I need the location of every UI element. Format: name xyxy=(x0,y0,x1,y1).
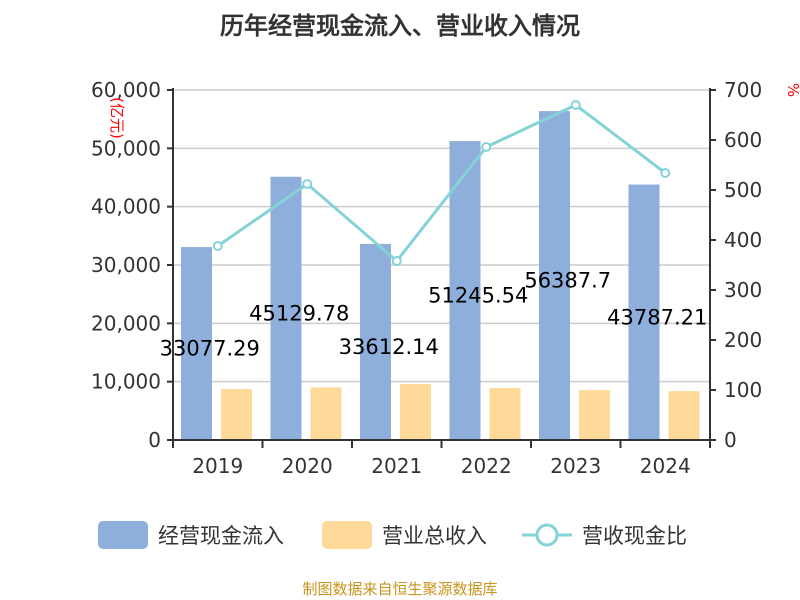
x-tick-label: 2019 xyxy=(192,454,243,478)
bar-revenue xyxy=(489,388,521,440)
legend-swatch xyxy=(98,521,148,549)
x-tick-label: 2023 xyxy=(550,454,601,478)
ratio-point xyxy=(570,100,581,110)
bar-data-label: 33077.29 xyxy=(160,337,260,361)
ratio-point xyxy=(481,142,492,152)
ratio-point xyxy=(391,256,402,266)
right-tick-label: 200 xyxy=(724,328,762,352)
x-tick-label: 2020 xyxy=(282,454,333,478)
right-tick-label: 600 xyxy=(724,128,762,152)
left-tick-label: 10,000 xyxy=(91,370,161,394)
legend-label: 营业总收入 xyxy=(382,524,487,548)
left-tick-label: 0 xyxy=(148,428,161,452)
ratio-line xyxy=(216,103,667,264)
ratio-point xyxy=(660,168,671,178)
right-tick-label: 700 xyxy=(724,78,762,102)
bar-revenue xyxy=(221,389,252,440)
right-tick-label: 0 xyxy=(724,428,737,452)
left-tick-label: 20,000 xyxy=(91,311,161,335)
bar-revenue xyxy=(668,391,700,440)
bar-revenue xyxy=(310,387,342,440)
bar-cash-inflow xyxy=(539,111,570,440)
left-tick-label: 50,000 xyxy=(91,136,161,160)
ratio-point xyxy=(212,241,223,251)
bar-data-label: 51245.54 xyxy=(428,284,528,308)
bar-data-label: 56387.7 xyxy=(524,269,611,293)
bar-cash-inflow xyxy=(628,184,660,440)
bar-revenue xyxy=(579,390,610,440)
legend-swatch xyxy=(322,521,372,549)
left-axis-label: (亿元) xyxy=(108,97,126,139)
source-note: 制图数据来自恒生聚源数据库 xyxy=(302,580,498,598)
bar-cash-inflow xyxy=(360,243,391,440)
bar-revenue xyxy=(400,384,431,440)
bar-data-label: 45129.78 xyxy=(249,301,349,325)
right-tick-label: 500 xyxy=(724,178,762,202)
legend-label: 经营现金流入 xyxy=(158,524,284,548)
x-tick-label: 2024 xyxy=(640,454,691,478)
bar-cash-inflow xyxy=(270,176,302,440)
bar-cash-inflow xyxy=(181,247,212,440)
bar-data-label: 43787.21 xyxy=(607,305,707,329)
left-tick-label: 60,000 xyxy=(91,78,161,102)
left-tick-label: 40,000 xyxy=(91,195,161,219)
left-tick-label: 30,000 xyxy=(91,253,161,277)
right-axis-label: % xyxy=(784,83,800,97)
legend-label: 营收现金比 xyxy=(582,524,687,548)
ratio-point xyxy=(302,179,313,189)
x-tick-label: 2022 xyxy=(461,454,512,478)
legend-marker-icon xyxy=(535,523,559,547)
chart-title: 历年经营现金流入、营业收入情况 xyxy=(220,12,580,40)
right-tick-label: 300 xyxy=(724,278,762,302)
bar-data-label: 33612.14 xyxy=(339,335,439,359)
right-tick-label: 100 xyxy=(724,378,762,402)
right-tick-label: 400 xyxy=(724,228,762,252)
bar-cash-inflow xyxy=(449,141,481,440)
x-tick-label: 2021 xyxy=(371,454,422,478)
